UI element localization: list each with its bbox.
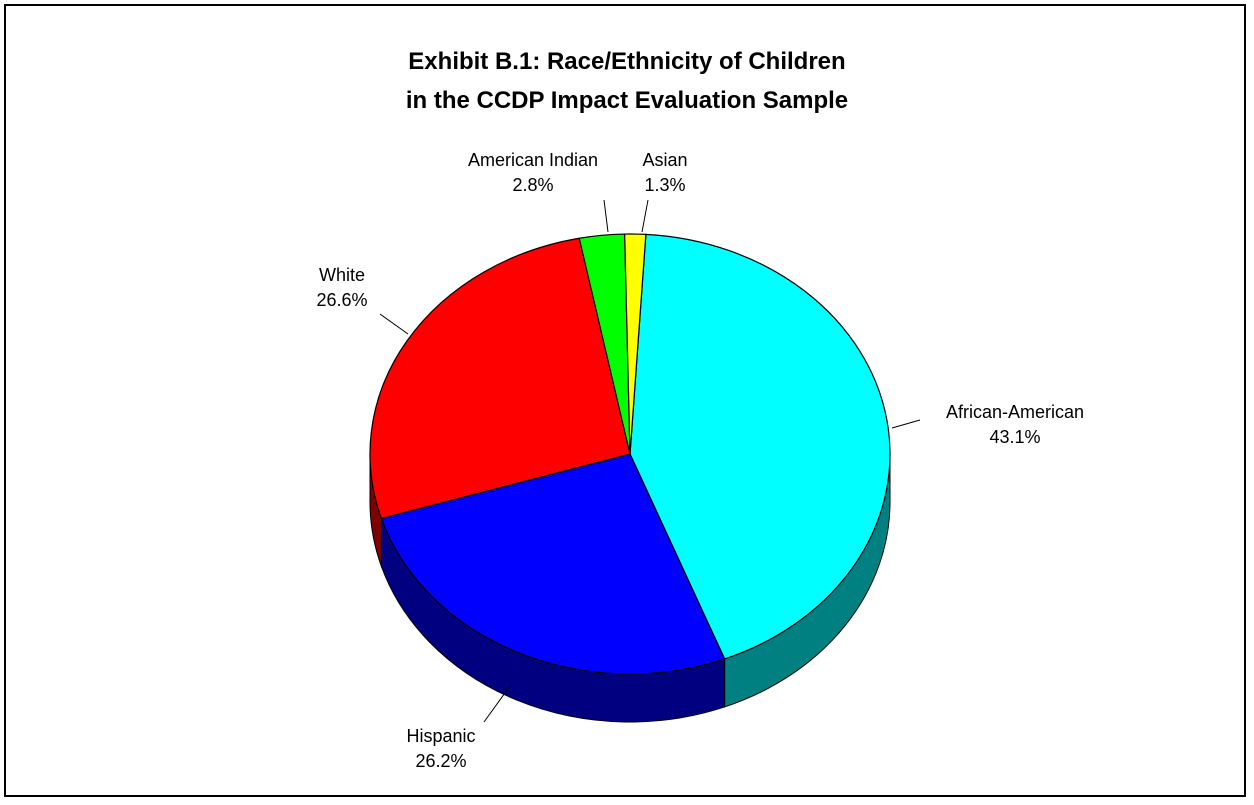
- pie-slices: [369, 233, 891, 675]
- chart-title-line-1: Exhibit B.1: Race/Ethnicity of Children: [408, 48, 846, 75]
- chart-title-line-2: in the CCDP Impact Evaluation Sample: [405, 87, 849, 114]
- slice-value-hispanic: 26.2%: [415, 751, 466, 771]
- leader-line-african-american: [891, 419, 921, 429]
- pie-slice-white: [369, 237, 631, 520]
- slice-label-american-indian: American Indian: [468, 150, 598, 170]
- leader-line-asian: [641, 199, 649, 233]
- pie-leader-lines: [379, 199, 921, 723]
- pie-slice-asian: [624, 233, 647, 455]
- leader-line-white: [379, 313, 409, 335]
- leader-line-american-indian: [603, 199, 609, 233]
- pie-labels: African-American 43.1% Hispanic 26.2% White 2…: [316, 150, 1084, 771]
- slice-value-american-indian: 2.8%: [512, 175, 553, 195]
- slice-value-asian: 1.3%: [644, 175, 685, 195]
- chart-title: Exhibit B.1: Race/Ethnicity of Children …: [0, 42, 1254, 120]
- slice-value-white: 26.6%: [316, 290, 367, 310]
- slice-label-african-american: African-American: [946, 402, 1084, 422]
- pie-slice-hispanic: [380, 453, 726, 675]
- slice-value-african-american: 43.1%: [989, 427, 1040, 447]
- slice-label-hispanic: Hispanic: [406, 726, 475, 746]
- slice-label-asian: Asian: [642, 150, 687, 170]
- leader-line-hispanic: [483, 685, 511, 723]
- pie-slice-african-american: [629, 233, 891, 660]
- slice-label-white: White: [319, 265, 365, 285]
